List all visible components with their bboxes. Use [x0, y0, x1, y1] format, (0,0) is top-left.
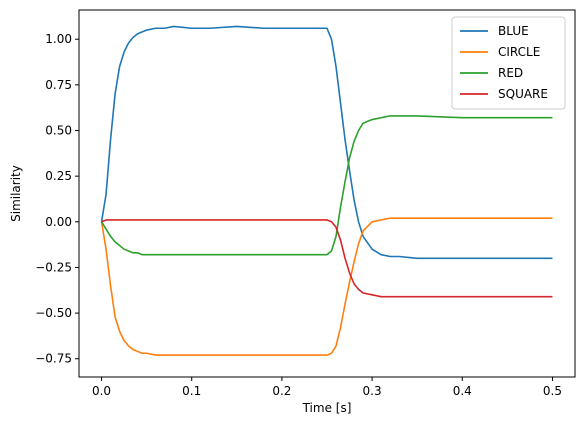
legend-label-square: SQUARE — [498, 87, 548, 101]
x-tick-label: 0.2 — [272, 384, 291, 398]
legend-box — [451, 16, 566, 110]
series-line-red — [100, 115, 553, 256]
y-tick-label: −0.50 — [35, 306, 72, 320]
legend-label-circle: CIRCLE — [498, 45, 540, 59]
x-tick-label: 0.4 — [453, 384, 472, 398]
legend-label-red: RED — [498, 66, 523, 80]
y-axis-label: Similarity — [9, 165, 23, 222]
plot-frame — [78, 9, 576, 378]
legend: BLUE CIRCLE RED SQUARE — [451, 16, 566, 110]
y-axis: −0.75 −0.50 −0.25 0.00 0.25 0.50 0.75 1.00 — [35, 32, 79, 366]
y-tick-label: 0.25 — [45, 169, 72, 183]
x-axis-label: Time [s] — [302, 401, 352, 415]
series-layer — [100, 25, 553, 356]
legend-label-blue: BLUE — [498, 24, 529, 38]
y-tick-label: 0.00 — [45, 215, 72, 229]
x-tick-label: 0.0 — [92, 384, 111, 398]
series-line-blue — [100, 25, 553, 260]
y-tick-label: 1.00 — [45, 32, 72, 46]
y-tick-label: 0.50 — [45, 124, 72, 138]
y-tick-label: −0.25 — [35, 260, 72, 274]
y-tick-label: −0.75 — [35, 352, 72, 366]
series-line-circle — [100, 217, 553, 356]
x-axis: 0.0 0.1 0.2 0.3 0.4 0.5 — [92, 377, 562, 398]
x-tick-label: 0.5 — [543, 384, 562, 398]
x-tick-label: 0.3 — [363, 384, 382, 398]
series-line-square — [101, 219, 553, 298]
x-tick-label: 0.1 — [182, 384, 201, 398]
y-tick-label: 0.75 — [45, 78, 72, 92]
